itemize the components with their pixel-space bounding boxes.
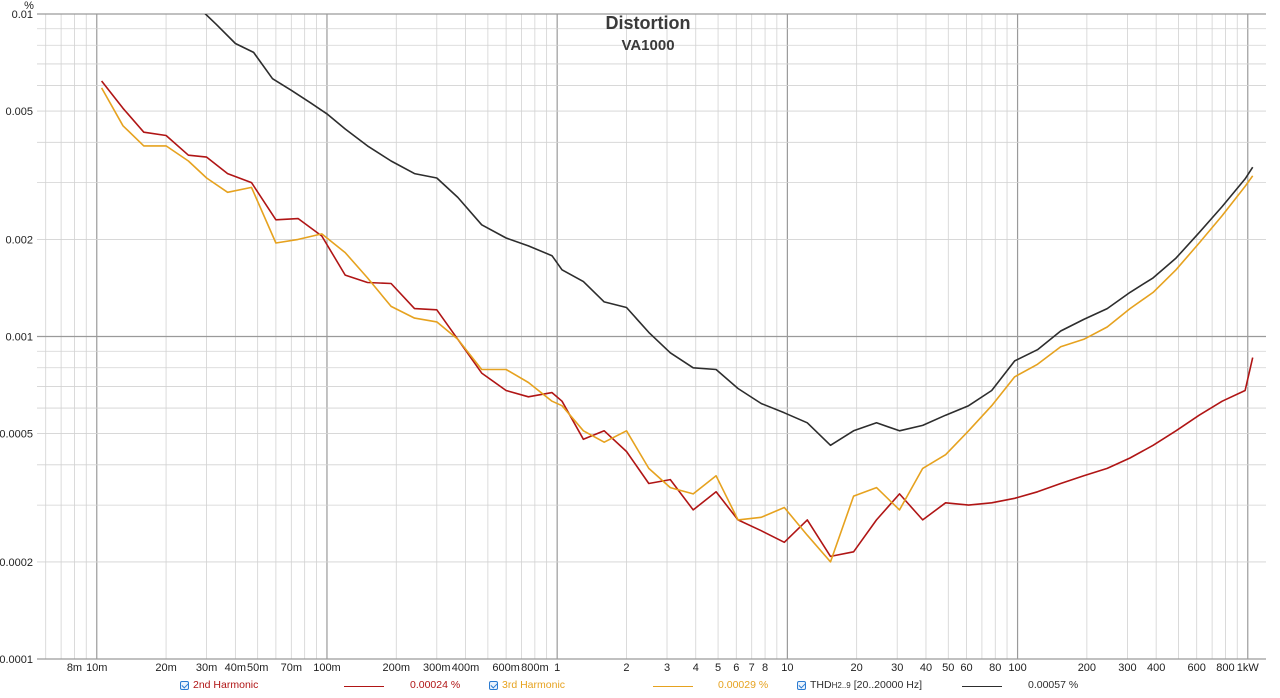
x-tick-label: 1 [554, 662, 560, 674]
series-line-2nd-harmonic [100, 80, 1254, 558]
x-tick-label: 20 [851, 662, 863, 674]
series-layer [100, 14, 1254, 563]
legend-item-2nd-harmonic[interactable]: 2nd Harmonic [180, 679, 258, 691]
legend-checkbox-2nd-harmonic[interactable] [180, 680, 189, 690]
x-tick-label: 40m [225, 662, 246, 674]
chart-subtitle: VA1000 [621, 37, 674, 54]
x-tick-label: 40 [920, 662, 932, 674]
distortion-chart: 0.01 0.005 0.002 0.001 0.0005 0.0002 0.0001 8m… [0, 0, 1266, 674]
x-tick-label: 400 [1147, 662, 1165, 674]
x-tick-label: 200m [383, 662, 411, 674]
x-tick-label: 8m [67, 662, 82, 674]
legend: 2nd Harmonic 0.00024 % 3rd Harmonic 0.00… [0, 678, 1280, 696]
x-tick-label: 30m [196, 662, 217, 674]
y-tick-label: 0.002 [5, 234, 33, 246]
legend-label-3rd-harmonic: 3rd Harmonic [502, 679, 566, 691]
x-tick-label: 70m [281, 662, 302, 674]
legend-value-thd: 0.00057 % [1028, 679, 1079, 691]
y-axis-unit-label: % [24, 0, 34, 12]
x-tick-label: 1kW [1237, 662, 1260, 674]
y-tick-label: 0.0005 [0, 429, 33, 441]
x-tick-label: 100m [313, 662, 341, 674]
legend-swatch-3rd-harmonic [653, 686, 693, 687]
x-tick-label: 200 [1078, 662, 1096, 674]
series-line-thd [204, 14, 1254, 447]
legend-label-thd-subscript: H2..9 [831, 680, 851, 690]
x-tick-label: 80 [989, 662, 1001, 674]
legend-item-3rd-harmonic[interactable]: 3rd Harmonic [489, 679, 565, 691]
x-tick-label: 400m [452, 662, 480, 674]
x-tick-label: 800m [521, 662, 549, 674]
legend-label-2nd-harmonic: 2nd Harmonic [193, 679, 259, 691]
legend-label-thd: THD [810, 679, 832, 691]
y-tick-label: 0.0001 [0, 654, 33, 666]
legend-swatch-2nd-harmonic [344, 686, 384, 687]
x-tick-label: 2 [623, 662, 629, 674]
x-tick-label: 6 [733, 662, 739, 674]
x-tick-label: 4 [693, 662, 699, 674]
series-line-3rd-harmonic [100, 87, 1254, 563]
y-tick-label: 0.0002 [0, 557, 33, 569]
x-tick-label: 30 [891, 662, 903, 674]
x-tick-label: 600m [492, 662, 520, 674]
x-tick-label: 10m [86, 662, 107, 674]
legend-swatch-thd [962, 686, 1002, 687]
grid-lines [37, 13, 1266, 660]
legend-label-thd-range: [20..20000 Hz] [853, 679, 923, 691]
chart-title: Distortion [606, 13, 691, 33]
x-tick-label: 600 [1188, 662, 1206, 674]
y-tick-labels: 0.01 0.005 0.002 0.001 0.0005 0.0002 0.0001 [0, 9, 33, 666]
x-tick-label: 3 [664, 662, 670, 674]
x-tick-label: 10 [781, 662, 793, 674]
legend-checkbox-thd[interactable] [797, 680, 806, 690]
x-tick-label: 300m [423, 662, 451, 674]
x-tick-label: 60 [960, 662, 972, 674]
x-tick-label: 8 [762, 662, 768, 674]
legend-value-3rd-harmonic: 0.00029 % [718, 679, 769, 691]
x-tick-label: 50 [942, 662, 954, 674]
x-tick-label: 50m [247, 662, 268, 674]
legend-checkbox-3rd-harmonic[interactable] [489, 680, 498, 690]
y-tick-label: 0.005 [5, 106, 33, 118]
y-tick-label: 0.001 [5, 332, 33, 344]
x-tick-label: 7 [749, 662, 755, 674]
x-tick-labels: 8m 10m 20m 30m 40m 50m 70m 100m 200m 300m 400m 600m… [67, 662, 1260, 674]
x-tick-label: 100 [1008, 662, 1026, 674]
x-tick-label: 20m [155, 662, 176, 674]
x-tick-label: 800 [1216, 662, 1234, 674]
legend-value-2nd-harmonic: 0.00024 % [410, 679, 461, 691]
x-tick-label: 300 [1118, 662, 1136, 674]
y-tick-label: 0.01 [12, 9, 33, 21]
legend-item-thd[interactable]: THD H2..9 [20..20000 Hz] [797, 679, 922, 691]
x-tick-label: 5 [715, 662, 721, 674]
